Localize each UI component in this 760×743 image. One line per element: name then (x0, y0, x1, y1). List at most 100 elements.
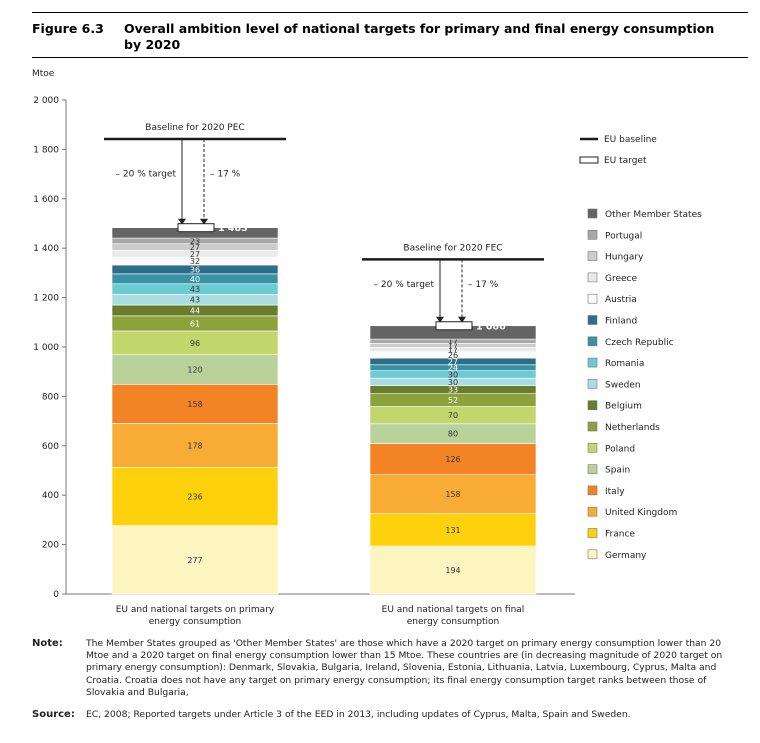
legend-label: Italy (605, 487, 625, 497)
target-20-arrowhead (436, 316, 444, 323)
segment-value-label: 44 (190, 306, 200, 315)
eu-target-marker (435, 321, 473, 331)
segment-value-label: 27 (190, 250, 200, 259)
target-17-arrowhead (458, 316, 466, 323)
target-17-label: – 17 % (468, 280, 499, 290)
legend-swatch-finland (587, 315, 598, 325)
legend-label: Romania (605, 359, 644, 369)
segment-value-label: 32 (190, 257, 200, 266)
title-bottom-rule (32, 57, 748, 58)
bar-segment-united-kingdom (369, 474, 537, 515)
legend-target-label: EU target (604, 156, 647, 166)
segment-value-label: 36 (190, 265, 200, 274)
legend-swatch-portugal (587, 230, 598, 240)
eu-target-value-label: 1 483 (218, 223, 248, 234)
y-tick-label: 600 (42, 442, 59, 452)
segment-value-label: 27 (448, 357, 458, 366)
y-tick-label: 400 (42, 491, 59, 501)
note-text: The Member States grouped as 'Other Memb… (86, 638, 723, 698)
segment-value-label: 61 (190, 319, 200, 328)
legend-baseline-label: EU baseline (604, 135, 657, 145)
legend-swatch-other-member-states (587, 208, 598, 219)
segment-value-label: 43 (190, 296, 200, 305)
category-label-line2: energy consumption (149, 617, 242, 627)
source-text: EC, 2008; Reported targets under Article… (86, 709, 631, 720)
legend-swatch-united-kingdom (587, 506, 598, 517)
bar-segment-germany (111, 525, 279, 595)
target-17-arrowhead (200, 218, 208, 225)
legend-swatch-sweden (587, 379, 598, 389)
y-tick-label: 2 000 (33, 96, 59, 106)
legend-swatch-belgium (587, 400, 598, 411)
legend-swatch-netherlands (587, 421, 598, 432)
figure-label: Figure 6.3 (32, 21, 104, 36)
eu-baseline-label: Baseline for 2020 FEC (403, 243, 502, 253)
segment-value-label: 52 (448, 396, 458, 405)
legend-swatch-romania (587, 357, 598, 368)
figure-title: Overall ambition level of national targe… (124, 21, 715, 52)
legend-label: Portugal (605, 231, 642, 241)
legend-swatch-spain (587, 464, 598, 474)
segment-value-label: 17 (448, 346, 458, 355)
y-tick-label: 1 400 (33, 244, 59, 254)
eu-baseline-label: Baseline for 2020 PEC (145, 123, 244, 133)
segment-value-label: 131 (445, 526, 460, 535)
segment-value-label: 30 (448, 378, 458, 387)
legend-swatch-czech-republic (587, 336, 598, 347)
legend-swatch-greece (587, 272, 598, 283)
segment-value-label: 30 (448, 370, 458, 379)
bar-segment-germany (369, 545, 537, 595)
segment-value-label: 43 (190, 285, 200, 294)
bar-segment-italy (369, 443, 537, 475)
y-tick-label: 200 (42, 541, 59, 551)
eu-target-marker (177, 223, 215, 233)
bar-segment-france (369, 513, 537, 547)
segment-value-label: 194 (445, 566, 460, 575)
segment-value-label: 27 (190, 243, 200, 252)
segment-value-label: 236 (187, 492, 202, 501)
segment-value-label: 158 (445, 490, 460, 499)
legend-label: Netherlands (605, 423, 660, 433)
segment-value-label: 40 (190, 275, 200, 284)
segment-value-label: 277 (187, 556, 202, 565)
category-label-line1: EU and national targets on primary (116, 605, 275, 615)
segment-value-label: 158 (187, 400, 202, 409)
y-tick-label: 1 000 (33, 343, 59, 353)
segment-value-label: 24 (448, 364, 458, 373)
legend-label: Germany (605, 551, 647, 561)
note-label: Note: (32, 638, 63, 649)
legend-label: Other Member States (605, 210, 702, 220)
legend-swatch-hungary (587, 251, 598, 261)
segment-value-label: 96 (190, 339, 200, 348)
segment-value-label: 33 (448, 386, 458, 395)
target-20-arrowhead (178, 218, 186, 225)
segment-value-label: 126 (445, 455, 460, 464)
target-20-label: – 20 % target (116, 169, 177, 179)
segment-value-label: 26 (448, 351, 458, 360)
segment-value-label: 70 (448, 411, 458, 420)
bar-segment-italy (111, 383, 279, 424)
y-axis-label: Mtoe (32, 69, 55, 79)
y-tick-label: 0 (53, 590, 59, 600)
legend-swatch-austria (587, 293, 598, 304)
legend-label: Finland (605, 317, 637, 327)
y-tick-label: 1 600 (33, 195, 59, 205)
stacked-bar-chart: Mtoe 0 200 400 600 800 1 000 1 200 1 400 1 600 1 8… (32, 69, 702, 627)
category-label-line1: EU and national targets on final (382, 605, 525, 615)
segment-value-label: 17 (448, 341, 458, 350)
bar-segment-spain (111, 354, 279, 385)
y-tick-label: 800 (42, 392, 59, 402)
legend-label: Sweden (605, 380, 641, 390)
bar-segment-united-kingdom (111, 423, 279, 468)
legend-target-swatch (579, 156, 599, 164)
legend-label: United Kingdom (605, 508, 677, 518)
legend-label: Austria (605, 295, 637, 305)
segment-value-label: 120 (187, 365, 202, 374)
figure-top-rule (32, 12, 748, 13)
y-tick-label: 1 800 (33, 145, 59, 155)
legend-label: France (605, 530, 635, 540)
legend-label: Poland (605, 444, 635, 454)
legend-swatch-poland (587, 442, 598, 453)
segment-value-label: 80 (448, 430, 458, 439)
segment-value-label: 23 (190, 237, 200, 246)
